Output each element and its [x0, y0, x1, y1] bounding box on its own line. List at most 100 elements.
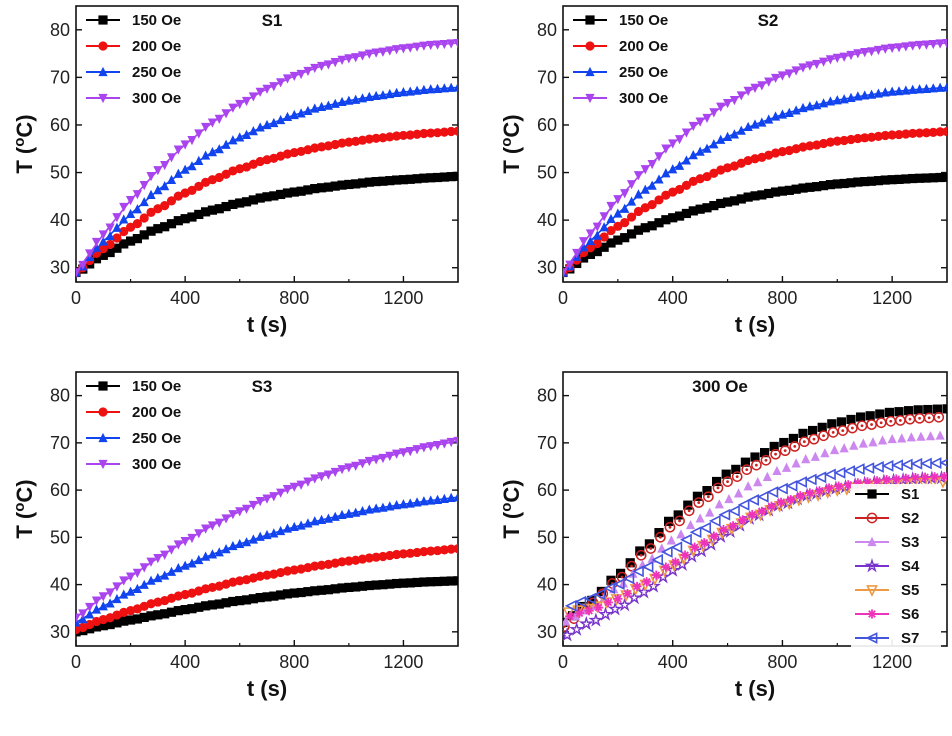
data-point [132, 568, 142, 579]
data-point [385, 176, 395, 186]
data-point [289, 147, 299, 158]
x-tick-label: 400 [658, 288, 688, 308]
data-point [432, 494, 443, 504]
data-point [207, 521, 218, 531]
data-point [398, 578, 409, 588]
data-point [695, 146, 705, 156]
data-point [125, 222, 136, 232]
data-point [98, 244, 108, 254]
data-point [764, 77, 774, 87]
data-point [255, 497, 265, 507]
data-point [914, 128, 925, 138]
data-point [762, 471, 772, 481]
data-point [829, 444, 840, 455]
y-tick-label: 30 [537, 622, 557, 642]
data-point [378, 551, 388, 562]
series-300-oe [76, 39, 458, 278]
data-point [289, 109, 299, 120]
data-point [935, 127, 945, 137]
data-point [620, 203, 630, 213]
data-point [207, 582, 218, 593]
data-point [820, 448, 830, 458]
data-point [805, 101, 815, 111]
data-point [344, 556, 354, 566]
data-point [160, 550, 170, 560]
data-point [426, 442, 436, 452]
data-point [98, 621, 108, 631]
data-point [818, 138, 829, 149]
data-point [303, 66, 313, 77]
data-point [303, 562, 313, 573]
data-point [640, 184, 650, 194]
data-point [779, 445, 791, 457]
data-point [207, 146, 218, 157]
data-point [894, 174, 904, 185]
data-point [791, 184, 801, 194]
y-tick-label: 30 [50, 622, 70, 642]
data-point [812, 140, 822, 150]
data-point [276, 488, 286, 498]
data-point [873, 88, 884, 98]
data-point [788, 433, 798, 444]
data-point [385, 550, 395, 561]
data-point [405, 548, 415, 558]
data-point [635, 549, 647, 561]
data-point [446, 576, 456, 586]
legend-marker [98, 381, 108, 391]
data-point [453, 171, 458, 181]
data-point [248, 594, 258, 604]
data-point [351, 94, 361, 104]
data-point [777, 147, 788, 157]
data-point [248, 500, 258, 511]
data-point [160, 160, 170, 171]
data-point [351, 461, 361, 471]
data-point [351, 53, 361, 63]
data-point [262, 592, 272, 602]
data-point [76, 268, 81, 278]
data-point [683, 500, 693, 510]
data-point [146, 611, 156, 621]
data-point [818, 98, 829, 108]
data-point [613, 235, 623, 245]
data-point [760, 448, 770, 458]
data-point [654, 195, 664, 205]
data-point [716, 198, 726, 209]
y-axis-label: T (oC) [498, 479, 524, 538]
data-point [405, 498, 415, 508]
y-tick-label: 40 [537, 210, 557, 230]
data-point [729, 95, 740, 106]
data-point [337, 180, 347, 190]
data-point [364, 580, 374, 591]
data-point [661, 562, 671, 572]
data-point [655, 531, 666, 543]
data-point [398, 130, 409, 141]
data-point [702, 486, 712, 496]
data-point [371, 176, 381, 187]
data-point [371, 90, 381, 101]
data-point [187, 604, 197, 614]
data-point [674, 184, 685, 195]
data-point [894, 43, 904, 53]
data-point [166, 196, 177, 206]
data-point [255, 571, 265, 581]
data-point [310, 586, 320, 596]
data-point [398, 175, 409, 185]
data-point [791, 458, 801, 468]
data-point [146, 226, 156, 236]
data-point [323, 470, 333, 480]
x-tick-label: 0 [558, 288, 568, 308]
data-point [91, 596, 102, 606]
data-point [303, 518, 313, 528]
data-point [105, 239, 115, 250]
data-point [405, 578, 415, 588]
data-point [187, 212, 197, 222]
data-point [337, 557, 347, 567]
data-point [125, 196, 136, 206]
data-point [882, 475, 892, 485]
data-point [323, 60, 333, 70]
y-tick-label: 80 [50, 20, 70, 40]
legend-bg [851, 532, 941, 552]
data-point [76, 613, 81, 623]
data-point [248, 126, 258, 136]
data-point [866, 419, 877, 430]
